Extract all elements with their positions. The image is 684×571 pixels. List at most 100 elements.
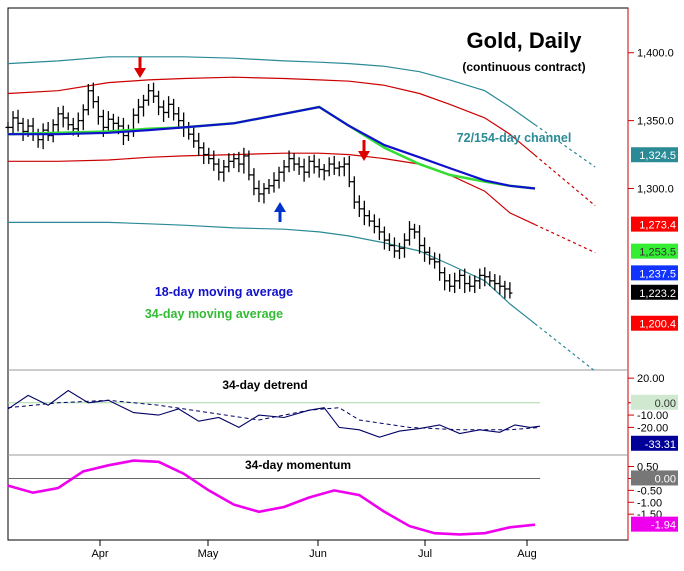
price-bar	[326, 157, 332, 177]
price-bar	[261, 183, 267, 204]
detrend-value-tag-bg	[631, 435, 678, 451]
price-bar	[502, 280, 508, 299]
price-bar	[20, 117, 26, 141]
price-bar	[90, 82, 96, 109]
price-bar	[171, 98, 177, 121]
price-bar	[10, 111, 16, 135]
price-bar	[457, 269, 463, 289]
channel-projection-4	[534, 124, 596, 168]
detrend-value-tag: 0.00	[631, 394, 678, 410]
price-bar	[447, 274, 453, 292]
price-value-tag-label: 1,200.4	[639, 319, 676, 331]
price-bar	[241, 147, 247, 174]
price-value-tag: 1,200.4	[631, 315, 678, 331]
price-bar	[341, 157, 347, 177]
price-bar	[110, 113, 116, 131]
moving-averages-layer	[7, 105, 536, 190]
momentum-value-tag: 0.00	[631, 470, 678, 486]
momentum-tick-label: -0.50	[637, 485, 662, 497]
price-bar	[271, 172, 277, 193]
price-bar	[386, 233, 392, 251]
price-value-tag-bg	[631, 216, 678, 232]
momentum-value-tag-label: -1.94	[651, 520, 676, 532]
price-tick-label: 1,350.0	[637, 116, 674, 128]
price-bar	[311, 154, 317, 174]
price-bar	[356, 195, 362, 218]
price-bar	[246, 150, 252, 181]
price-bar	[376, 218, 382, 241]
price-bars-layer	[5, 82, 513, 299]
down-arrow-april	[134, 57, 146, 78]
channel-projection-3	[534, 224, 596, 254]
price-bar	[452, 272, 458, 294]
price-bar	[286, 150, 292, 173]
detrend-value-tag-label: 0.00	[655, 398, 676, 410]
price-bar	[437, 253, 443, 281]
price-bar	[417, 225, 423, 254]
price-bar	[201, 142, 207, 165]
price-bar	[95, 96, 101, 125]
price-bar	[266, 178, 272, 194]
price-value-tag: 1,237.5	[631, 265, 678, 281]
chart-subtitle: (continuous contract)	[462, 60, 585, 74]
price-bar	[442, 267, 448, 291]
price-bar	[50, 119, 56, 143]
price-bar	[80, 104, 86, 131]
price-bar	[487, 271, 493, 287]
price-bar	[462, 268, 468, 294]
price-bar	[276, 166, 282, 189]
price-value-tag-bg	[631, 315, 678, 331]
price-value-tag-bg	[631, 243, 678, 259]
price-bar	[381, 226, 387, 250]
price-bar	[507, 282, 513, 299]
price-bar	[135, 98, 141, 124]
price-bar	[396, 242, 402, 260]
price-bar	[422, 237, 428, 262]
price-bar	[60, 105, 66, 128]
price-bar	[161, 100, 167, 122]
price-bar	[371, 214, 377, 234]
price-bar	[477, 268, 483, 289]
momentum-value-tag: -1.94	[631, 516, 678, 532]
price-value-tag: 1,253.5	[631, 243, 678, 259]
price-bar	[211, 150, 217, 171]
price-bar	[45, 121, 51, 141]
momentum-tick-label: -1.00	[637, 497, 662, 509]
momentum-value-tag-label: 0.00	[655, 473, 676, 485]
price-bar	[497, 275, 503, 295]
ma18-annotation: 18-day moving average	[155, 285, 293, 299]
detrend-value-tag: -33.31	[631, 435, 678, 451]
momentum-line	[7, 459, 536, 536]
detrend-line	[7, 389, 541, 438]
price-bar	[351, 176, 357, 209]
price-bar	[346, 155, 352, 188]
price-channels-layer	[7, 56, 596, 372]
up-arrow-may	[274, 202, 286, 222]
price-bar	[65, 112, 71, 131]
price-bar	[231, 153, 237, 169]
price-bar	[281, 159, 287, 182]
x-tick-label: Aug	[517, 548, 537, 560]
price-bar	[176, 107, 182, 129]
price-value-tag-label: 1,324.5	[639, 150, 676, 162]
price-value-tag-bg	[631, 284, 678, 300]
price-bar	[291, 153, 297, 171]
price-bar	[216, 158, 222, 181]
down-arrow-june	[358, 140, 370, 161]
price-bar	[151, 82, 157, 103]
channel-line-3	[8, 152, 536, 226]
price-bar	[321, 164, 327, 181]
value-tags-layer: 1,324.5 1,273.4 1,253.5 1,237.5 1,223.2 1,200…	[631, 147, 678, 532]
price-bar	[401, 233, 407, 258]
price-value-tag-label: 1,237.5	[639, 268, 676, 280]
price-value-tag: 1,324.5	[631, 147, 678, 163]
price-value-tag-bg	[631, 265, 678, 281]
price-bar	[336, 161, 342, 177]
price-bar	[166, 96, 172, 118]
price-bar	[191, 127, 197, 148]
price-bar	[105, 111, 111, 133]
price-tick-label: 1,400.0	[637, 48, 674, 60]
x-tick-label: May	[198, 548, 219, 560]
